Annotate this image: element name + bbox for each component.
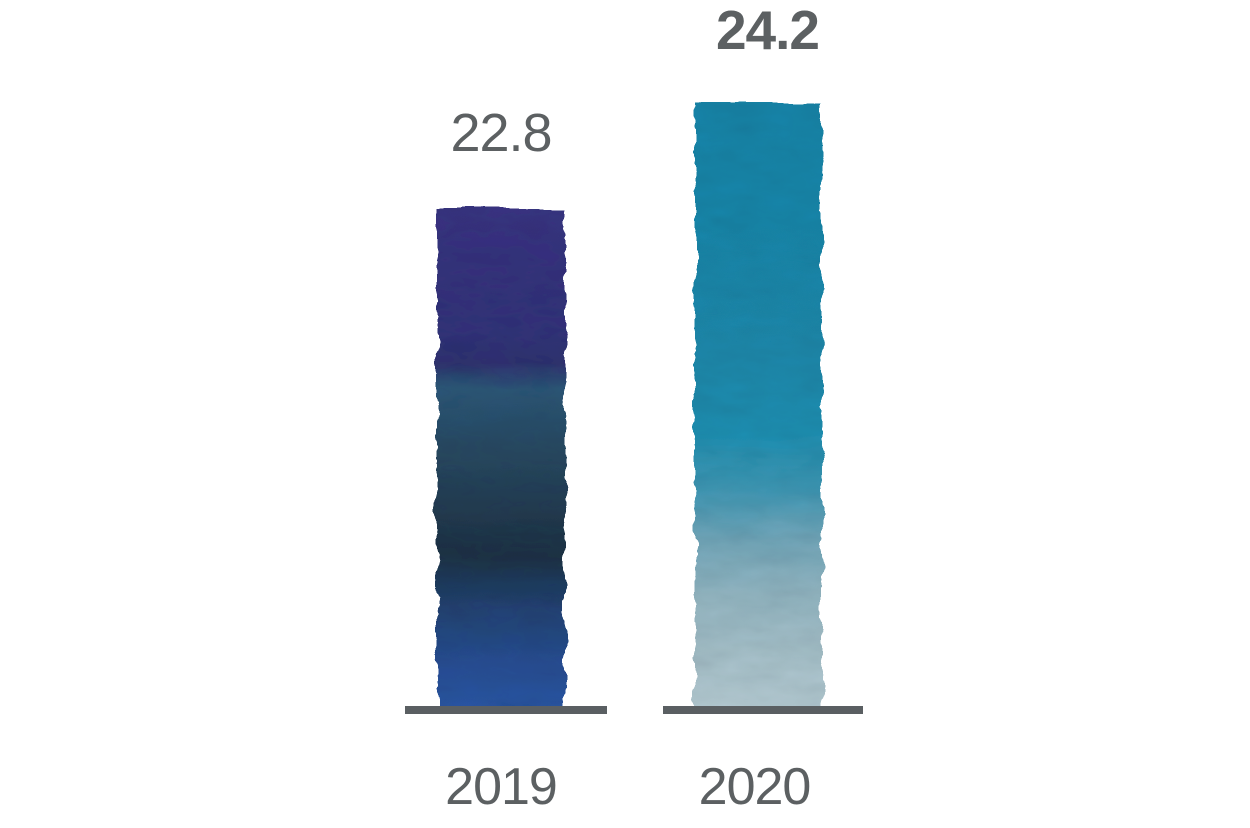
axis-label-2020: 2020 <box>698 758 812 816</box>
axis-lines-group <box>405 706 863 714</box>
bar-2019 <box>437 207 565 710</box>
value-label-2020: 24.2 <box>715 0 820 61</box>
bars-group <box>437 102 822 710</box>
bar-2020 <box>695 102 822 710</box>
axis-label-2019: 2019 <box>445 758 558 816</box>
baseline-2019 <box>405 706 607 714</box>
value-label-2019: 22.8 <box>450 103 552 163</box>
baseline-2020 <box>663 706 863 714</box>
